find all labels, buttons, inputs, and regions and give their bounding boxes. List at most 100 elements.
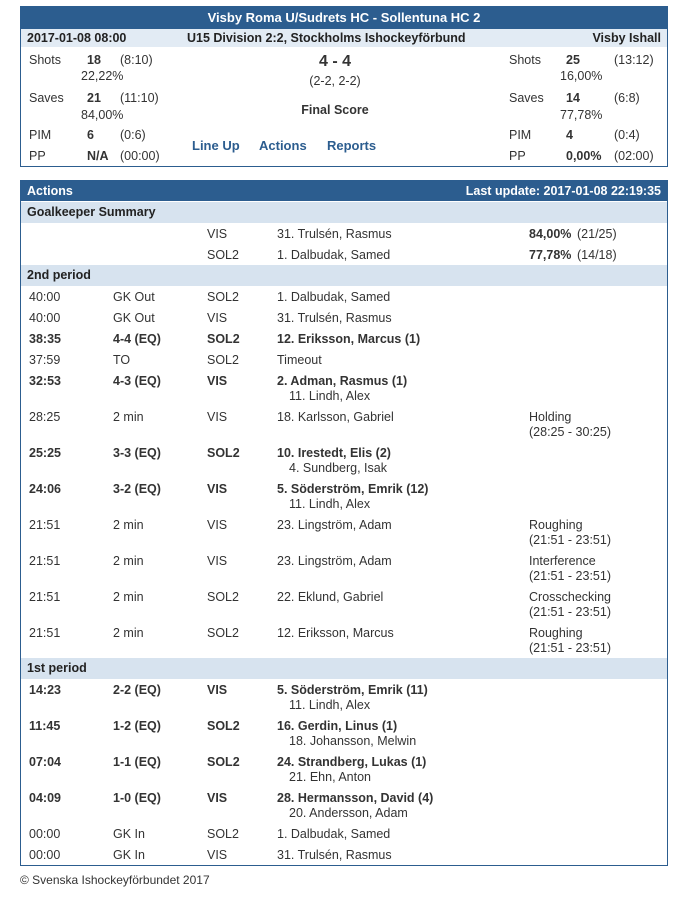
home-saves-label: Saves (29, 91, 64, 105)
event-time: 21:51 (29, 518, 61, 532)
event-team: VIS (207, 482, 228, 496)
event-type: 2-2 (EQ) (113, 683, 161, 697)
event-time: 32:53 (29, 374, 61, 388)
event-row: 37:59 TO SOL2 Timeout (21, 349, 667, 370)
penalty-reason: Roughing (529, 626, 583, 640)
home-saves-split: (11:10) (120, 91, 159, 105)
event-team: VIS (207, 518, 228, 532)
event-row: 07:04 1-1 (EQ) SOL2 24. Strandberg, Lukas (… (21, 751, 667, 787)
goalkeeper-row: VIS 31. Trulsén, Rasmus 84,00% (21/25) (21, 223, 667, 244)
event-time: 21:51 (29, 554, 61, 568)
reports-link[interactable]: Reports (327, 138, 377, 153)
away-pp-label: PP (509, 149, 526, 163)
event-assist: 11. Lindh, Alex (289, 497, 371, 511)
penalty-interval: (21:51 - 23:51) (529, 641, 611, 655)
event-player: Timeout (277, 353, 322, 367)
actions-header: Actions Last update: 2017-01-08 22:19:35 (21, 181, 667, 201)
actions-link[interactable]: Actions (259, 138, 307, 153)
away-pp: 0,00% (566, 149, 602, 163)
event-team: SOL2 (207, 719, 240, 733)
penalty-interval: (21:51 - 23:51) (529, 569, 611, 583)
event-time: 21:51 (29, 590, 61, 604)
event-assist: 18. Johansson, Melwin (289, 734, 417, 748)
goalkeeper-row: SOL2 1. Dalbudak, Samed 77,78% (14/18) (21, 244, 667, 265)
event-type: 1-1 (EQ) (113, 755, 161, 769)
event-row: 00:00 GK In VIS 31. Trulsén, Rasmus (21, 844, 667, 865)
goalkeeper-team: SOL2 (207, 248, 239, 262)
event-team: VIS (207, 683, 228, 697)
event-time: 07:04 (29, 755, 61, 769)
event-player: 23. Lingström, Adam (277, 554, 392, 568)
goalkeeper-summary-header: Goalkeeper Summary (21, 202, 667, 223)
event-type: GK Out (113, 290, 155, 304)
event-team: SOL2 (207, 332, 240, 346)
away-shots: 25 (566, 53, 580, 67)
event-team: VIS (207, 554, 228, 568)
event-row: 38:35 4-4 (EQ) SOL2 12. Eriksson, Marcus (1… (21, 328, 667, 349)
lineup-link[interactable]: Line Up (192, 138, 240, 153)
home-saves-pct: 84,00% (81, 108, 124, 122)
event-time: 40:00 (29, 311, 61, 325)
home-saves: 21 (87, 91, 101, 105)
event-time: 40:00 (29, 290, 61, 304)
event-row: 40:00 GK Out SOL2 1. Dalbudak, Samed (21, 286, 667, 307)
event-assist: 11. Lindh, Alex (289, 389, 371, 403)
event-assist: 21. Ehn, Anton (289, 770, 372, 784)
period-2-header: 2nd period (21, 265, 667, 286)
event-assist: 11. Lindh, Alex (289, 698, 371, 712)
penalty-reason: Interference (529, 554, 596, 568)
event-team: VIS (207, 791, 228, 805)
game-status: Final Score (301, 103, 369, 117)
event-time: 00:00 (29, 848, 61, 862)
footer-copyright: © Svenska Ishockeyförbundet 2017 (20, 873, 210, 887)
away-shots-pct: 16,00% (560, 69, 603, 83)
event-time: 14:23 (29, 683, 61, 697)
event-row: 21:51 2 min VIS 23. Lingström, Adam Roughing… (21, 514, 667, 550)
penalty-interval: (21:51 - 23:51) (529, 533, 611, 547)
event-team: SOL2 (207, 827, 239, 841)
event-type: 4-4 (EQ) (113, 332, 161, 346)
event-row: 11:45 1-2 (EQ) SOL2 16. Gerdin, Linus (1) 18… (21, 715, 667, 751)
event-time: 25:25 (29, 446, 61, 460)
event-time: 37:59 (29, 353, 61, 367)
event-assist: 20. Andersson, Adam (289, 806, 408, 820)
event-player: 23. Lingström, Adam (277, 518, 392, 532)
game-title: Visby Roma U/Sudrets HC - Sollentuna HC … (21, 7, 667, 29)
game-info-bar: 2017-01-08 08:00 U15 Division 2:2, Stock… (21, 29, 667, 47)
event-row: 00:00 GK In SOL2 1. Dalbudak, Samed (21, 823, 667, 844)
goalkeeper-name: 31. Trulsén, Rasmus (277, 227, 392, 241)
event-type: 3-2 (EQ) (113, 482, 161, 496)
event-row: 04:09 1-0 (EQ) VIS 28. Hermansson, David (4… (21, 787, 667, 823)
final-score: 4 - 4 (318, 53, 351, 70)
actions-title: Actions (27, 184, 73, 198)
event-type: TO (113, 353, 131, 367)
game-datetime: 2017-01-08 08:00 (27, 31, 127, 45)
event-type: GK In (113, 827, 145, 841)
event-row: 21:51 2 min SOL2 12. Eriksson, Marcus Roughi… (21, 622, 667, 658)
event-player: 16. Gerdin, Linus (1) (277, 719, 398, 733)
home-pim-split: (0:6) (120, 128, 146, 142)
away-saves-split: (6:8) (614, 91, 640, 105)
away-saves: 14 (566, 91, 580, 105)
event-team: VIS (207, 410, 228, 424)
penalty-reason: Roughing (529, 518, 583, 532)
home-shots-split: (8:10) (120, 53, 153, 67)
event-type: 2 min (113, 554, 144, 568)
event-type: 3-3 (EQ) (113, 446, 161, 460)
event-row: 40:00 GK Out VIS 31. Trulsén, Rasmus (21, 307, 667, 328)
event-row: 28:25 2 min VIS 18. Karlsson, Gabriel Holdin… (21, 406, 667, 442)
event-type: 2 min (113, 518, 144, 532)
event-team: VIS (207, 311, 228, 325)
event-type: GK In (113, 848, 145, 862)
penalty-interval: (21:51 - 23:51) (529, 605, 611, 619)
event-time: 38:35 (29, 332, 61, 346)
penalty-reason: Holding (529, 410, 572, 424)
away-saves-pct: 77,78% (560, 108, 603, 122)
event-player: 12. Eriksson, Marcus (277, 626, 394, 640)
event-player: 1. Dalbudak, Samed (277, 827, 391, 841)
event-player: 31. Trulsén, Rasmus (277, 848, 392, 862)
away-shots-split: (13:12) (614, 53, 654, 67)
event-type: 2 min (113, 626, 144, 640)
event-time: 28:25 (29, 410, 61, 424)
event-player: 2. Adman, Rasmus (1) (277, 374, 408, 388)
